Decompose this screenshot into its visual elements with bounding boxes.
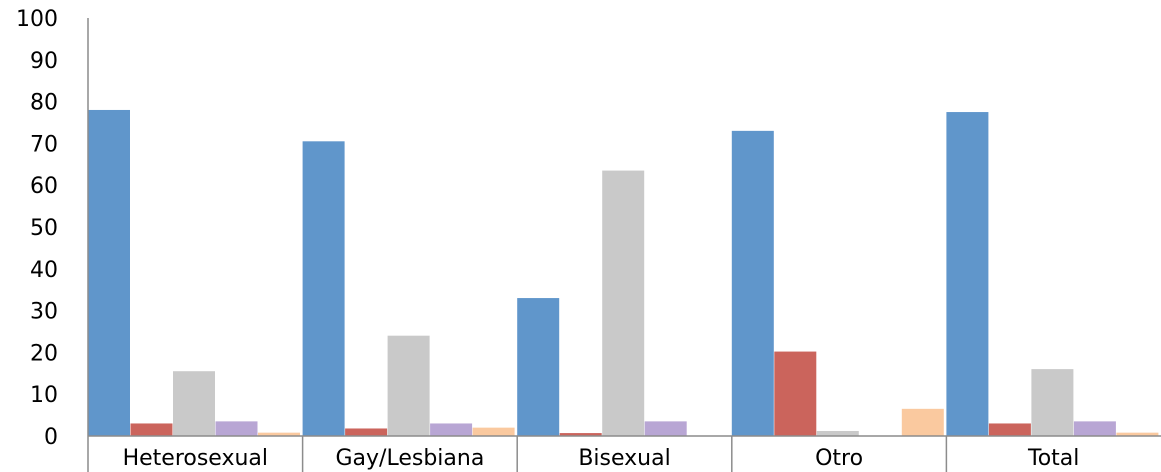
category-dividers	[301, 436, 948, 472]
bar-heterosexual-s1	[88, 109, 130, 437]
y-tick-label: 90	[30, 49, 58, 74]
bar-bisexual-s4	[644, 421, 687, 436]
y-tick-label: 20	[30, 341, 58, 366]
y-tick-label: 50	[30, 216, 58, 241]
bar-gay-lesbiana-s2	[345, 428, 388, 436]
bar-heterosexual-s4	[215, 421, 258, 436]
y-axis-ticks: 0 10 20 30 40 50 60 70 80 90 100	[16, 7, 58, 450]
bar-heterosexual-s5	[258, 432, 300, 436]
bar-gay-lesbiana-s5	[472, 427, 515, 436]
x-category-label: Otro	[815, 446, 863, 471]
bar-total-s2	[988, 423, 1031, 436]
axes	[87, 18, 1161, 472]
y-tick-label: 30	[30, 300, 58, 325]
bar-otro-s5	[901, 408, 944, 436]
bar-bisexual-s2	[559, 433, 602, 436]
y-tick-label: 100	[16, 7, 58, 32]
y-tick-label: 40	[30, 258, 58, 283]
x-category-label: Heterosexual	[123, 446, 268, 471]
bar-otro-s2	[774, 351, 817, 436]
bar-total-s3	[1031, 369, 1074, 436]
bar-heterosexual-s2	[130, 423, 173, 436]
y-tick-label: 0	[44, 425, 58, 450]
bar-total-s5	[1116, 432, 1159, 436]
x-category-label: Gay/Lesbiana	[335, 446, 484, 471]
bar-otro-s3	[816, 430, 859, 436]
bar-otro-s1	[731, 130, 774, 437]
bar-bisexual-s3	[602, 170, 645, 436]
bar-gay-lesbiana-s3	[387, 335, 430, 436]
y-tick-label: 10	[30, 383, 58, 408]
y-tick-label: 60	[30, 174, 58, 199]
bar-gay-lesbiana-s4	[430, 423, 473, 436]
y-tick-label: 80	[30, 91, 58, 116]
bar-total-s1	[946, 112, 989, 437]
category-labels: Heterosexual Gay/Lesbiana Bisexual Otro Tota…	[123, 446, 1080, 471]
bars	[88, 109, 1159, 437]
x-category-label: Bisexual	[578, 446, 670, 471]
bar-gay-lesbiana-s1	[302, 141, 345, 436]
y-tick-label: 70	[30, 132, 58, 157]
bar-heterosexual-s3	[173, 371, 215, 436]
bar-bisexual-s1	[517, 298, 560, 436]
bar-total-s4	[1073, 421, 1116, 436]
x-category-label: Total	[1027, 446, 1079, 471]
